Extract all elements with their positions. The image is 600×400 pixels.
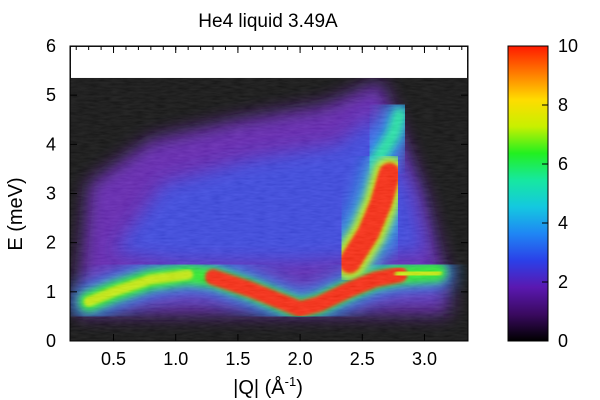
heatmap-layer — [70, 46, 468, 341]
colorbar-gradient — [507, 45, 549, 342]
y-tick-label: 0 — [46, 331, 56, 351]
y-tick-label: 3 — [46, 184, 56, 204]
colorbar-tick-label: 6 — [558, 154, 568, 174]
x-tick-label: 0.5 — [101, 349, 126, 369]
x-tick-label: 2.5 — [350, 349, 375, 369]
colorbar-tick-label: 10 — [558, 36, 578, 56]
y-axis-label: E (meV) — [5, 177, 27, 250]
y-tick-label: 5 — [46, 85, 56, 105]
x-axis-label-main: |Q| (Å — [233, 376, 285, 399]
colorbar-tick-label: 4 — [558, 213, 568, 233]
x-axis-label-suffix: ) — [296, 377, 303, 399]
colorbar: 0 2 4 6 8 10 — [507, 36, 578, 351]
y-tick-label: 1 — [46, 282, 56, 302]
x-tick-label: 1.0 — [163, 349, 188, 369]
x-tick-label: 3.0 — [412, 349, 437, 369]
y-tick-label: 6 — [46, 36, 56, 56]
x-tick-label: 2.0 — [288, 349, 313, 369]
x-axis-label-sup: -1 — [285, 374, 297, 389]
noise-texture — [70, 46, 468, 341]
y-tick-label: 4 — [46, 134, 56, 154]
no-data-region — [71, 47, 467, 78]
y-axis: 0 1 2 3 4 5 6 — [46, 36, 468, 351]
chart-title: He4 liquid 3.49A — [198, 11, 338, 32]
colorbar-tick-label: 0 — [558, 331, 568, 351]
colorbar-tick-label: 8 — [558, 95, 568, 115]
y-tick-label: 2 — [46, 233, 56, 253]
x-axis: 0.5 1.0 1.5 2.0 2.5 3.0 — [75, 46, 463, 369]
x-tick-label: 1.5 — [225, 349, 250, 369]
x-axis-label: |Q| (Å-1) — [233, 374, 303, 399]
colorbar-tick-label: 2 — [558, 272, 568, 292]
